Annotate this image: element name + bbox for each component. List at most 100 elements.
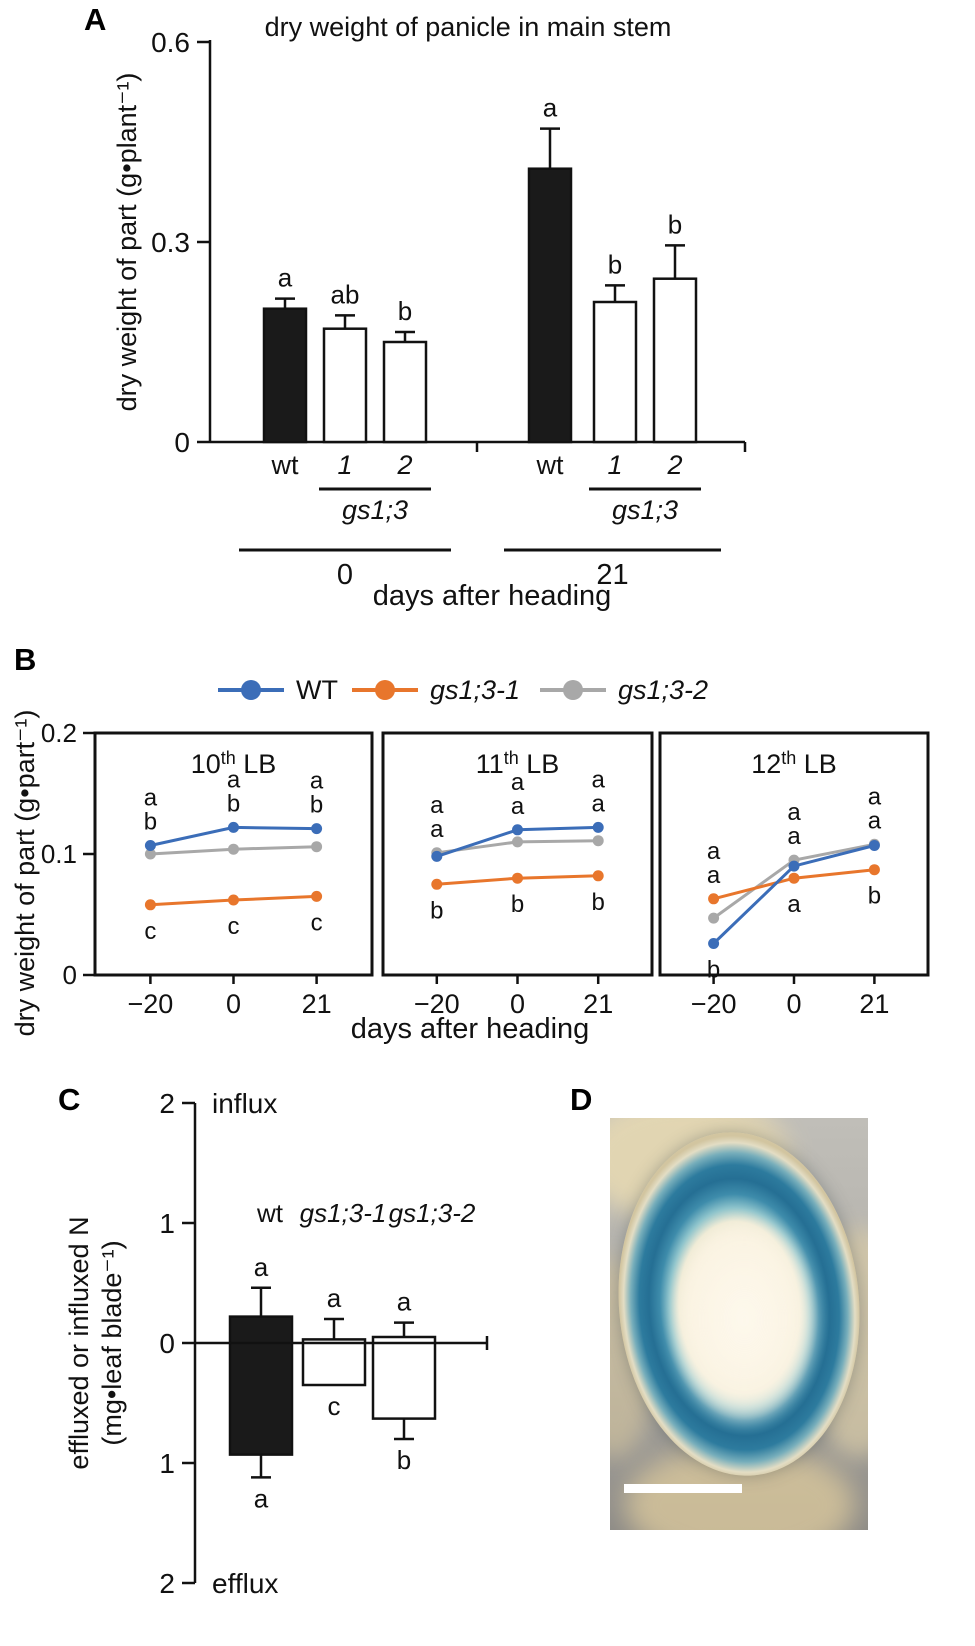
data-point [512,836,523,848]
data-point [708,893,720,905]
sig-letter: c [328,1391,341,1421]
sig-letter: b [430,897,443,924]
sig-letter: a [227,766,241,793]
sig-letter: a [787,891,801,918]
y-tick-label: 0.3 [151,227,190,258]
sig-letter: a [310,768,324,795]
bar-21-wt [527,167,573,444]
subpanel-title: 11th LB [476,748,560,779]
sig-letter: a [430,816,444,843]
sig-letter: c [311,909,323,936]
y-tick-label: 0.2 [41,718,77,748]
sig-letter: a [543,93,558,123]
sig-letter: a [868,783,882,810]
legend-label: gs1;3-1 [430,675,520,705]
x-tick-label: 21 [583,989,613,1019]
group-label: 21 [596,559,628,591]
sig-letter: a [592,766,606,793]
y-tick-label: 1 [159,1448,175,1479]
panel-d-photo [610,1118,868,1530]
sig-letter: b [310,792,323,819]
x-tick-label: 0 [510,989,525,1019]
y-tick-label: 0.6 [151,27,190,58]
y-axis-label-line2: (mg•leaf blade⁻¹) [97,1240,127,1445]
bar-x-label: 1 [337,450,352,480]
sig-letter: b [144,809,157,836]
data-point [144,840,156,851]
sig-letter: a [278,263,293,293]
panel-a-chart: 0 0.3 0.6 a wt ab 1 b 2 gs1;3 0 a wt b 1 b 2 gs1;3 21 dry w… [112,12,747,612]
bar-name-label: gs1;3-2 [389,1198,476,1228]
bar-name-label: gs1;3-1 [300,1198,387,1228]
sig-letter: a [254,1483,269,1513]
mutant-label: gs1;3 [612,495,678,525]
data-point [592,821,604,833]
panel-a-label: A [84,2,107,37]
sig-letter: a [868,807,882,834]
y-axis-label: dry weight of part (g•part⁻¹) [10,710,40,1037]
x-axis-label: days after heading [351,1013,590,1045]
y-tick-label: 2 [159,1568,175,1599]
bar-21-2 [652,277,698,444]
sig-letter: c [228,913,240,940]
sig-letter: a [254,1252,269,1282]
sig-letter: b [398,296,412,326]
sig-letter: a [787,799,801,826]
sig-letter: b [397,1445,411,1475]
sig-letter: b [511,891,524,918]
data-point [311,890,323,902]
subpanel-title: 12th LB [751,748,837,779]
y-tick-label: 0 [174,427,190,458]
panel-b-label: B [14,642,37,677]
y-axis-label-line1: effluxed or influxed N [64,1216,94,1469]
x-tick-label: 21 [302,989,332,1019]
sig-letter: b [668,209,682,239]
bar-x-label: 1 [607,450,622,480]
data-point [144,848,156,860]
data-point [144,899,156,911]
bar-x-label: wt [536,450,564,480]
y-tick-label: 1 [159,1208,175,1239]
sig-letter: b [227,790,240,817]
y-tick-label: 0 [63,960,77,990]
y-tick-label: 0 [159,1328,175,1359]
data-point [311,823,323,835]
data-point [708,938,720,949]
sig-letter: a [144,785,158,812]
data-point [228,843,239,855]
y-tick-label: 2 [159,1088,175,1119]
sig-letter: a [327,1283,342,1313]
sig-letter: b [592,889,605,916]
scale-bar [624,1484,742,1493]
data-point [512,872,523,884]
group-label: 0 [337,559,353,591]
x-tick-label: −20 [127,989,173,1019]
sig-letter: a [787,823,801,850]
sig-letter: c [144,918,156,945]
sig-letter: a [397,1287,412,1317]
sig-letter: b [707,957,720,984]
panel-d-label: D [570,1082,593,1117]
data-point [592,835,604,847]
sig-letter: a [430,792,444,819]
x-axis-label: days after heading [373,580,612,612]
data-point [512,824,523,836]
bar-0-1 [322,327,368,444]
bar-x-label: 2 [666,450,682,480]
data-point [228,821,239,833]
subpanel-title: 10th LB [191,748,277,779]
pith-center [672,1218,817,1423]
bar-x-label: wt [271,450,299,480]
x-tick-label: 0 [226,989,241,1019]
bar-wt [228,1315,294,1456]
legend-marker [375,680,395,700]
legend-label: WT [296,675,338,705]
bar-gs1;3-1 [301,1338,367,1387]
mutant-label: gs1;3 [342,495,408,525]
sig-letter: a [511,769,525,796]
sig-letter: b [868,883,881,910]
data-point [868,840,880,851]
x-tick-label: −20 [691,989,737,1019]
data-point [868,864,880,876]
